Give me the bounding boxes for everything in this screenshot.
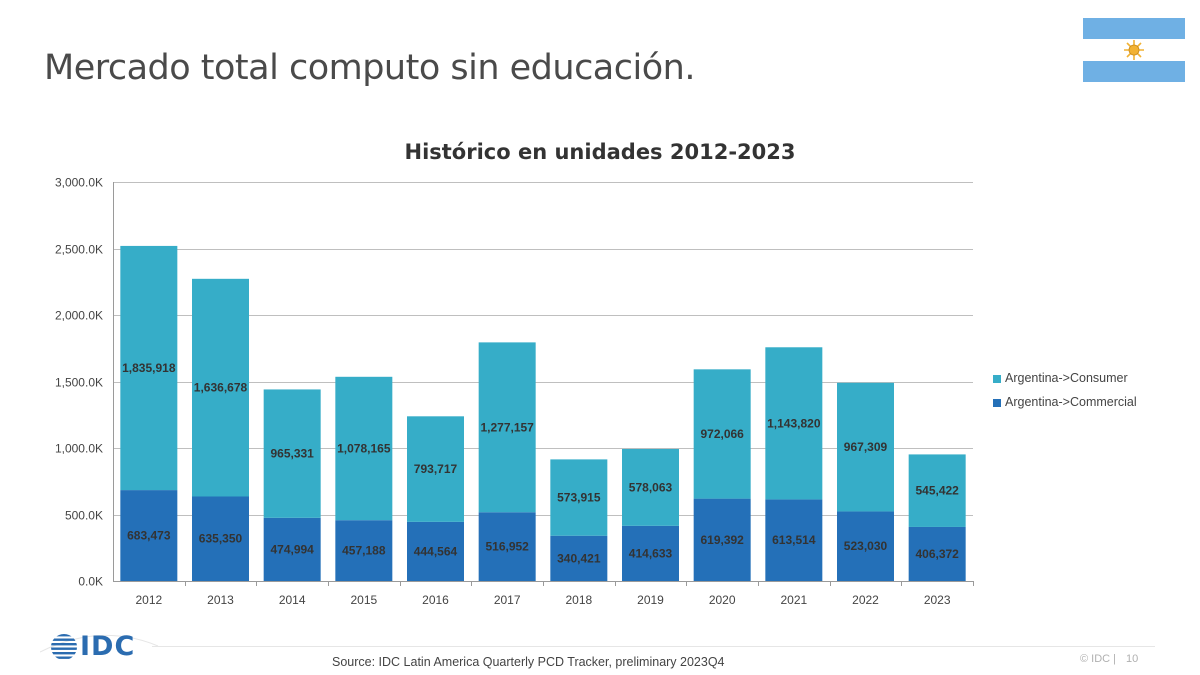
y-tick-label: 3,000.0K: [55, 176, 103, 190]
bar-consumer: [192, 278, 249, 497]
data-label-commercial: 516,952: [485, 540, 529, 554]
data-label-commercial: 406,372: [915, 547, 959, 561]
data-label-commercial: 457,188: [342, 544, 386, 558]
bar-consumer: [908, 454, 966, 527]
data-label-consumer: 578,063: [629, 480, 673, 494]
data-label-commercial: 340,421: [557, 551, 601, 565]
bar-consumer: [478, 342, 536, 513]
legend-label-commercial: Argentina->Commercial: [1005, 395, 1137, 409]
bar-consumer: [335, 376, 393, 521]
copyright-text: © IDC |: [1080, 653, 1117, 665]
data-label-commercial: 683,473: [127, 529, 171, 543]
flag-top-stripe: [1083, 18, 1185, 39]
data-label-consumer: 1,835,918: [122, 361, 176, 375]
idc-logo: IDC: [50, 631, 134, 663]
x-tick-label: 2018: [565, 593, 592, 607]
data-label-consumer: 573,915: [557, 491, 601, 505]
bar-commercial: [120, 490, 178, 581]
data-label-consumer: 1,636,678: [194, 381, 248, 395]
x-tick-label: 2020: [709, 593, 736, 607]
bar-consumer: [550, 459, 608, 536]
bar-commercial: [622, 525, 679, 581]
x-tick-label: 2019: [637, 593, 664, 607]
bar-consumer: [120, 245, 178, 491]
data-label-commercial: 444,564: [414, 544, 458, 558]
x-tick-label: 2016: [422, 593, 449, 607]
legend-swatch-commercial: [993, 399, 1001, 407]
idc-globe-icon: [51, 634, 77, 659]
bar-commercial: [335, 520, 393, 581]
bar-commercial: [263, 517, 321, 581]
data-labels: 683,473 1,835,918 635,350 1,636,678 474,994 9…: [122, 361, 959, 565]
bar-commercial: [550, 535, 608, 581]
data-label-commercial: 613,514: [772, 533, 816, 547]
data-label-commercial: 414,633: [629, 546, 673, 560]
x-tick-label: 2021: [780, 593, 807, 607]
bar-consumer: [693, 369, 751, 499]
bars: [120, 245, 966, 581]
y-axis: 0.0K 500.0K 1,000.0K 1,500.0K 2,000.0K 2,500.…: [55, 176, 114, 589]
footer-curve: [40, 634, 159, 653]
y-tick-label: 500.0K: [65, 509, 103, 523]
legend-label-consumer: Argentina->Consumer: [1005, 371, 1128, 385]
data-label-consumer: 1,078,165: [337, 441, 391, 455]
y-tick-label: 0.0K: [78, 575, 103, 589]
x-tick-label: 2023: [924, 593, 951, 607]
bar-commercial: [478, 512, 536, 581]
data-label-consumer: 972,066: [700, 427, 744, 441]
argentina-flag: [1083, 18, 1185, 82]
bar-commercial: [407, 521, 464, 581]
flag-bottom-stripe: [1083, 61, 1185, 82]
data-label-commercial: 523,030: [844, 539, 888, 553]
data-label-commercial: 635,350: [199, 532, 243, 546]
data-label-consumer: 793,717: [414, 462, 458, 476]
x-axis: 2012 2013 2014 2015 2016 2017 2018 2019 2020 2021…: [135, 581, 974, 607]
data-label-consumer: 965,331: [270, 447, 314, 461]
bar-commercial: [837, 511, 894, 581]
footer-divider: [152, 646, 1155, 647]
y-tick-label: 2,000.0K: [55, 309, 103, 323]
page-title: Mercado total computo sin educación.: [44, 48, 695, 88]
data-label-consumer: 1,143,820: [767, 416, 821, 430]
idc-logo-text: IDC: [80, 631, 136, 662]
y-tick-label: 2,500.0K: [55, 243, 103, 257]
legend-swatch-consumer: [993, 375, 1001, 383]
chart-title: Histórico en unidades 2012-2023: [405, 140, 796, 164]
x-tick-label: 2015: [350, 593, 377, 607]
bar-commercial: [693, 498, 751, 581]
x-tick-label: 2014: [279, 593, 306, 607]
x-tick-label: 2022: [852, 593, 879, 607]
page-number: 10: [1126, 653, 1139, 665]
bar-consumer: [263, 389, 321, 518]
y-tick-label: 1,500.0K: [55, 376, 103, 390]
x-tick-label: 2017: [494, 593, 521, 607]
y-tick-label: 1,000.0K: [55, 442, 103, 456]
sun-of-may-icon: [1124, 40, 1144, 60]
data-label-consumer: 967,309: [844, 440, 888, 454]
bar-commercial: [765, 499, 823, 581]
copyright: © IDC | 10: [1080, 653, 1138, 665]
bar-commercial: [192, 496, 249, 581]
data-label-consumer: 1,277,157: [480, 420, 534, 434]
data-label-commercial: 474,994: [270, 542, 314, 556]
x-tick-label: 2013: [207, 593, 234, 607]
data-label-commercial: 619,392: [700, 533, 744, 547]
bar-consumer: [407, 416, 464, 522]
bar-commercial: [908, 526, 966, 581]
bar-consumer: [765, 347, 823, 500]
bar-consumer: [837, 382, 894, 512]
x-tick-label: 2012: [135, 593, 162, 607]
source-note: Source: IDC Latin America Quarterly PCD …: [332, 655, 725, 669]
bar-consumer: [622, 448, 679, 526]
data-label-consumer: 545,422: [915, 484, 959, 498]
